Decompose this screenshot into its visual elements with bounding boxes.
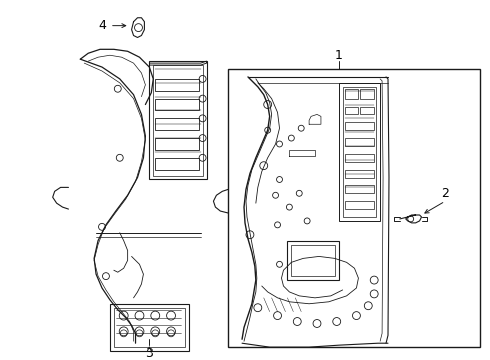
Text: 4: 4	[98, 19, 106, 32]
Bar	[110, 304, 189, 351]
Text: 1: 1	[335, 49, 343, 62]
Bar	[292, 244, 335, 276]
Bar	[153, 65, 202, 176]
Bar	[339, 83, 380, 221]
Bar	[343, 87, 376, 217]
Bar	[114, 308, 185, 347]
Bar	[360, 89, 374, 99]
Bar	[155, 79, 198, 91]
Bar	[344, 170, 374, 177]
Bar	[344, 107, 358, 114]
Bar	[155, 138, 198, 150]
Bar	[360, 107, 374, 114]
Text: 2: 2	[441, 187, 449, 200]
Bar	[344, 201, 374, 209]
Bar	[228, 69, 480, 347]
Bar	[155, 158, 198, 170]
Bar	[344, 185, 374, 193]
Bar	[149, 61, 207, 180]
Bar	[155, 118, 198, 130]
Bar	[344, 89, 358, 99]
Bar	[344, 122, 374, 130]
Bar	[288, 240, 339, 280]
Bar	[155, 99, 198, 111]
Text: 3: 3	[146, 347, 153, 360]
Bar	[344, 154, 374, 162]
Bar	[344, 138, 374, 146]
